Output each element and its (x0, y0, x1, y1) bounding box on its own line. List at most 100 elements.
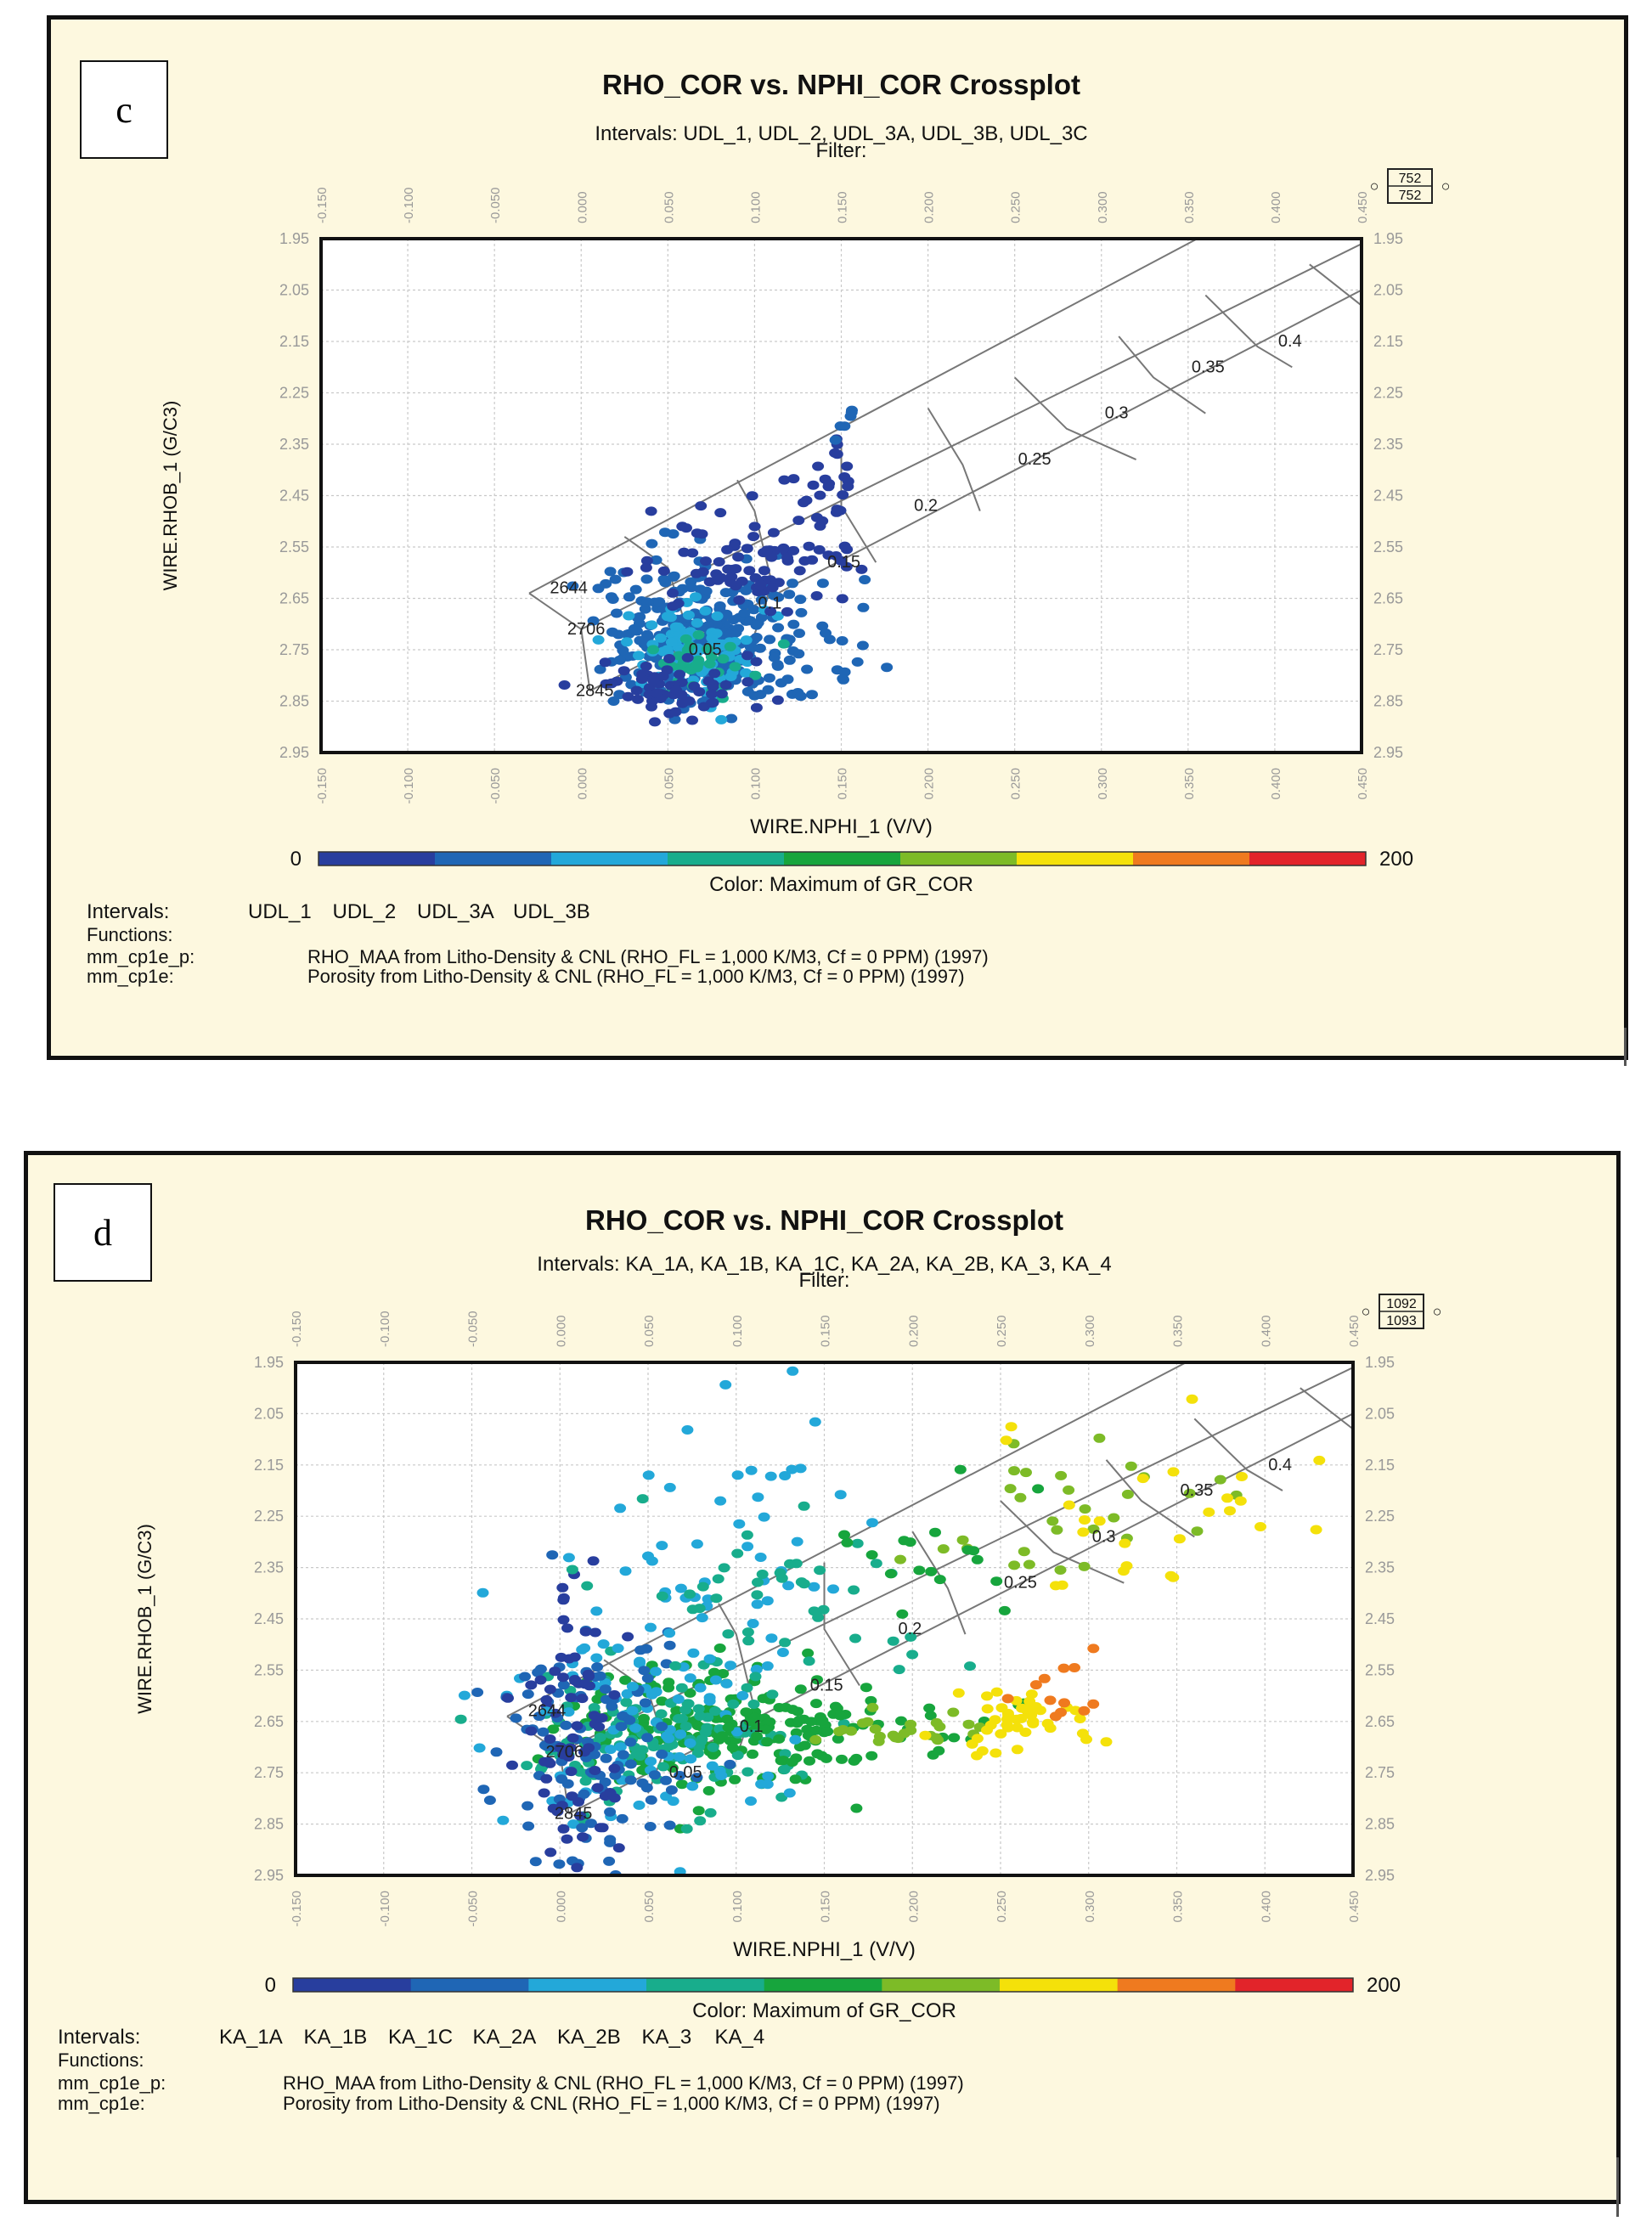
data-point (729, 1774, 741, 1784)
data-point (837, 674, 849, 685)
function-description: Porosity from Litho-Density & CNL (RHO_F… (307, 966, 965, 987)
colorbar-segment (528, 1978, 647, 1992)
data-point (765, 1633, 778, 1643)
data-point (663, 1628, 676, 1638)
data-point (584, 1818, 597, 1829)
data-point (715, 1771, 728, 1780)
data-point (721, 1714, 734, 1724)
x-tick-label-bottom: 0.150 (819, 1891, 833, 1923)
data-point (691, 1539, 703, 1549)
x-tick-label-bottom: 0.250 (995, 1891, 1009, 1923)
y-tick-label-left: 2.85 (254, 1816, 284, 1833)
data-point (694, 1711, 707, 1721)
data-point (679, 634, 692, 644)
data-point (817, 1604, 830, 1615)
y-tick-label-left: 2.05 (279, 282, 309, 299)
data-point (553, 1859, 566, 1869)
data-point (990, 1576, 1003, 1587)
data-point (716, 1731, 729, 1741)
data-point (663, 1482, 676, 1492)
data-point (673, 1714, 685, 1723)
data-point (1119, 1538, 1131, 1548)
data-point (657, 574, 670, 584)
data-point (577, 1832, 589, 1842)
data-point (896, 1609, 909, 1619)
x-tick-label-top: 0.050 (642, 1315, 657, 1347)
data-point (814, 1565, 826, 1576)
data-point (608, 1690, 621, 1700)
data-point (592, 634, 605, 645)
data-point (745, 1465, 758, 1475)
data-point (620, 1697, 633, 1707)
data-point (608, 1763, 621, 1773)
data-point (1051, 1525, 1063, 1535)
data-point (713, 557, 725, 567)
x-tick-label-bottom: 0.350 (1171, 1891, 1186, 1923)
data-point (555, 1742, 567, 1752)
data-point (714, 508, 727, 518)
colorbar-segment (1249, 852, 1367, 865)
data-point (787, 578, 798, 589)
data-point (816, 516, 829, 526)
data-point (806, 690, 818, 700)
data-point (798, 555, 811, 566)
y-tick-label-left: 2.05 (254, 1405, 284, 1422)
plot-border (294, 1361, 1355, 1877)
data-point (642, 1551, 654, 1561)
data-point (1167, 1467, 1180, 1477)
data-point (641, 1733, 654, 1743)
data-point (730, 564, 742, 574)
data-point (924, 1711, 937, 1721)
data-point (593, 1722, 606, 1732)
data-point (1023, 1559, 1035, 1570)
data-point (778, 1765, 791, 1774)
data-point (831, 449, 843, 459)
data-point (579, 1776, 592, 1786)
data-point (525, 1726, 538, 1736)
data-point (1191, 1526, 1204, 1536)
data-point (851, 1538, 864, 1548)
data-point (691, 1748, 704, 1758)
data-point (743, 566, 756, 576)
data-point (682, 1699, 695, 1709)
data-point (674, 1729, 687, 1739)
data-point (731, 1548, 744, 1559)
data-point (962, 1719, 975, 1729)
y-axis-label: WIRE.RHOB_1 (G/C3) (160, 401, 181, 591)
data-point (700, 586, 713, 596)
data-point (521, 1761, 533, 1771)
x-tick-label-bottom: 0.200 (906, 1891, 921, 1923)
data-point (706, 689, 718, 699)
data-point (645, 1622, 657, 1632)
y-tick-label-left: 2.35 (254, 1559, 284, 1576)
data-point (622, 1632, 634, 1642)
data-point (617, 666, 630, 676)
data-point (611, 608, 623, 618)
data-point (546, 1550, 559, 1560)
x-tick-label-top: 0.100 (748, 191, 763, 223)
data-point (736, 576, 748, 586)
data-point (1100, 1737, 1113, 1747)
data-point (667, 601, 679, 612)
data-point (661, 665, 674, 675)
overlay-line (927, 408, 981, 511)
data-point (704, 1807, 717, 1818)
data-point (566, 1791, 578, 1801)
data-point (595, 1713, 608, 1723)
data-point (645, 1795, 657, 1805)
data-point (787, 1705, 799, 1715)
overlay-label: 2644 (550, 578, 588, 597)
data-point (754, 1553, 767, 1562)
y-tick-label-right: 2.25 (1365, 1508, 1395, 1525)
data-point (794, 1684, 807, 1694)
interval-item: KA_3 (642, 2026, 692, 2049)
colorbar-border (318, 851, 1367, 866)
overlay-line (1013, 376, 1137, 461)
data-point (683, 696, 696, 706)
interval-item: UDL_1 (248, 900, 312, 923)
colorbar-segment (764, 1978, 882, 1992)
colorbar-min: 0 (265, 1974, 276, 1997)
data-point (692, 1806, 705, 1816)
y-tick-label-right: 2.05 (1373, 282, 1403, 299)
data-point (729, 538, 741, 549)
